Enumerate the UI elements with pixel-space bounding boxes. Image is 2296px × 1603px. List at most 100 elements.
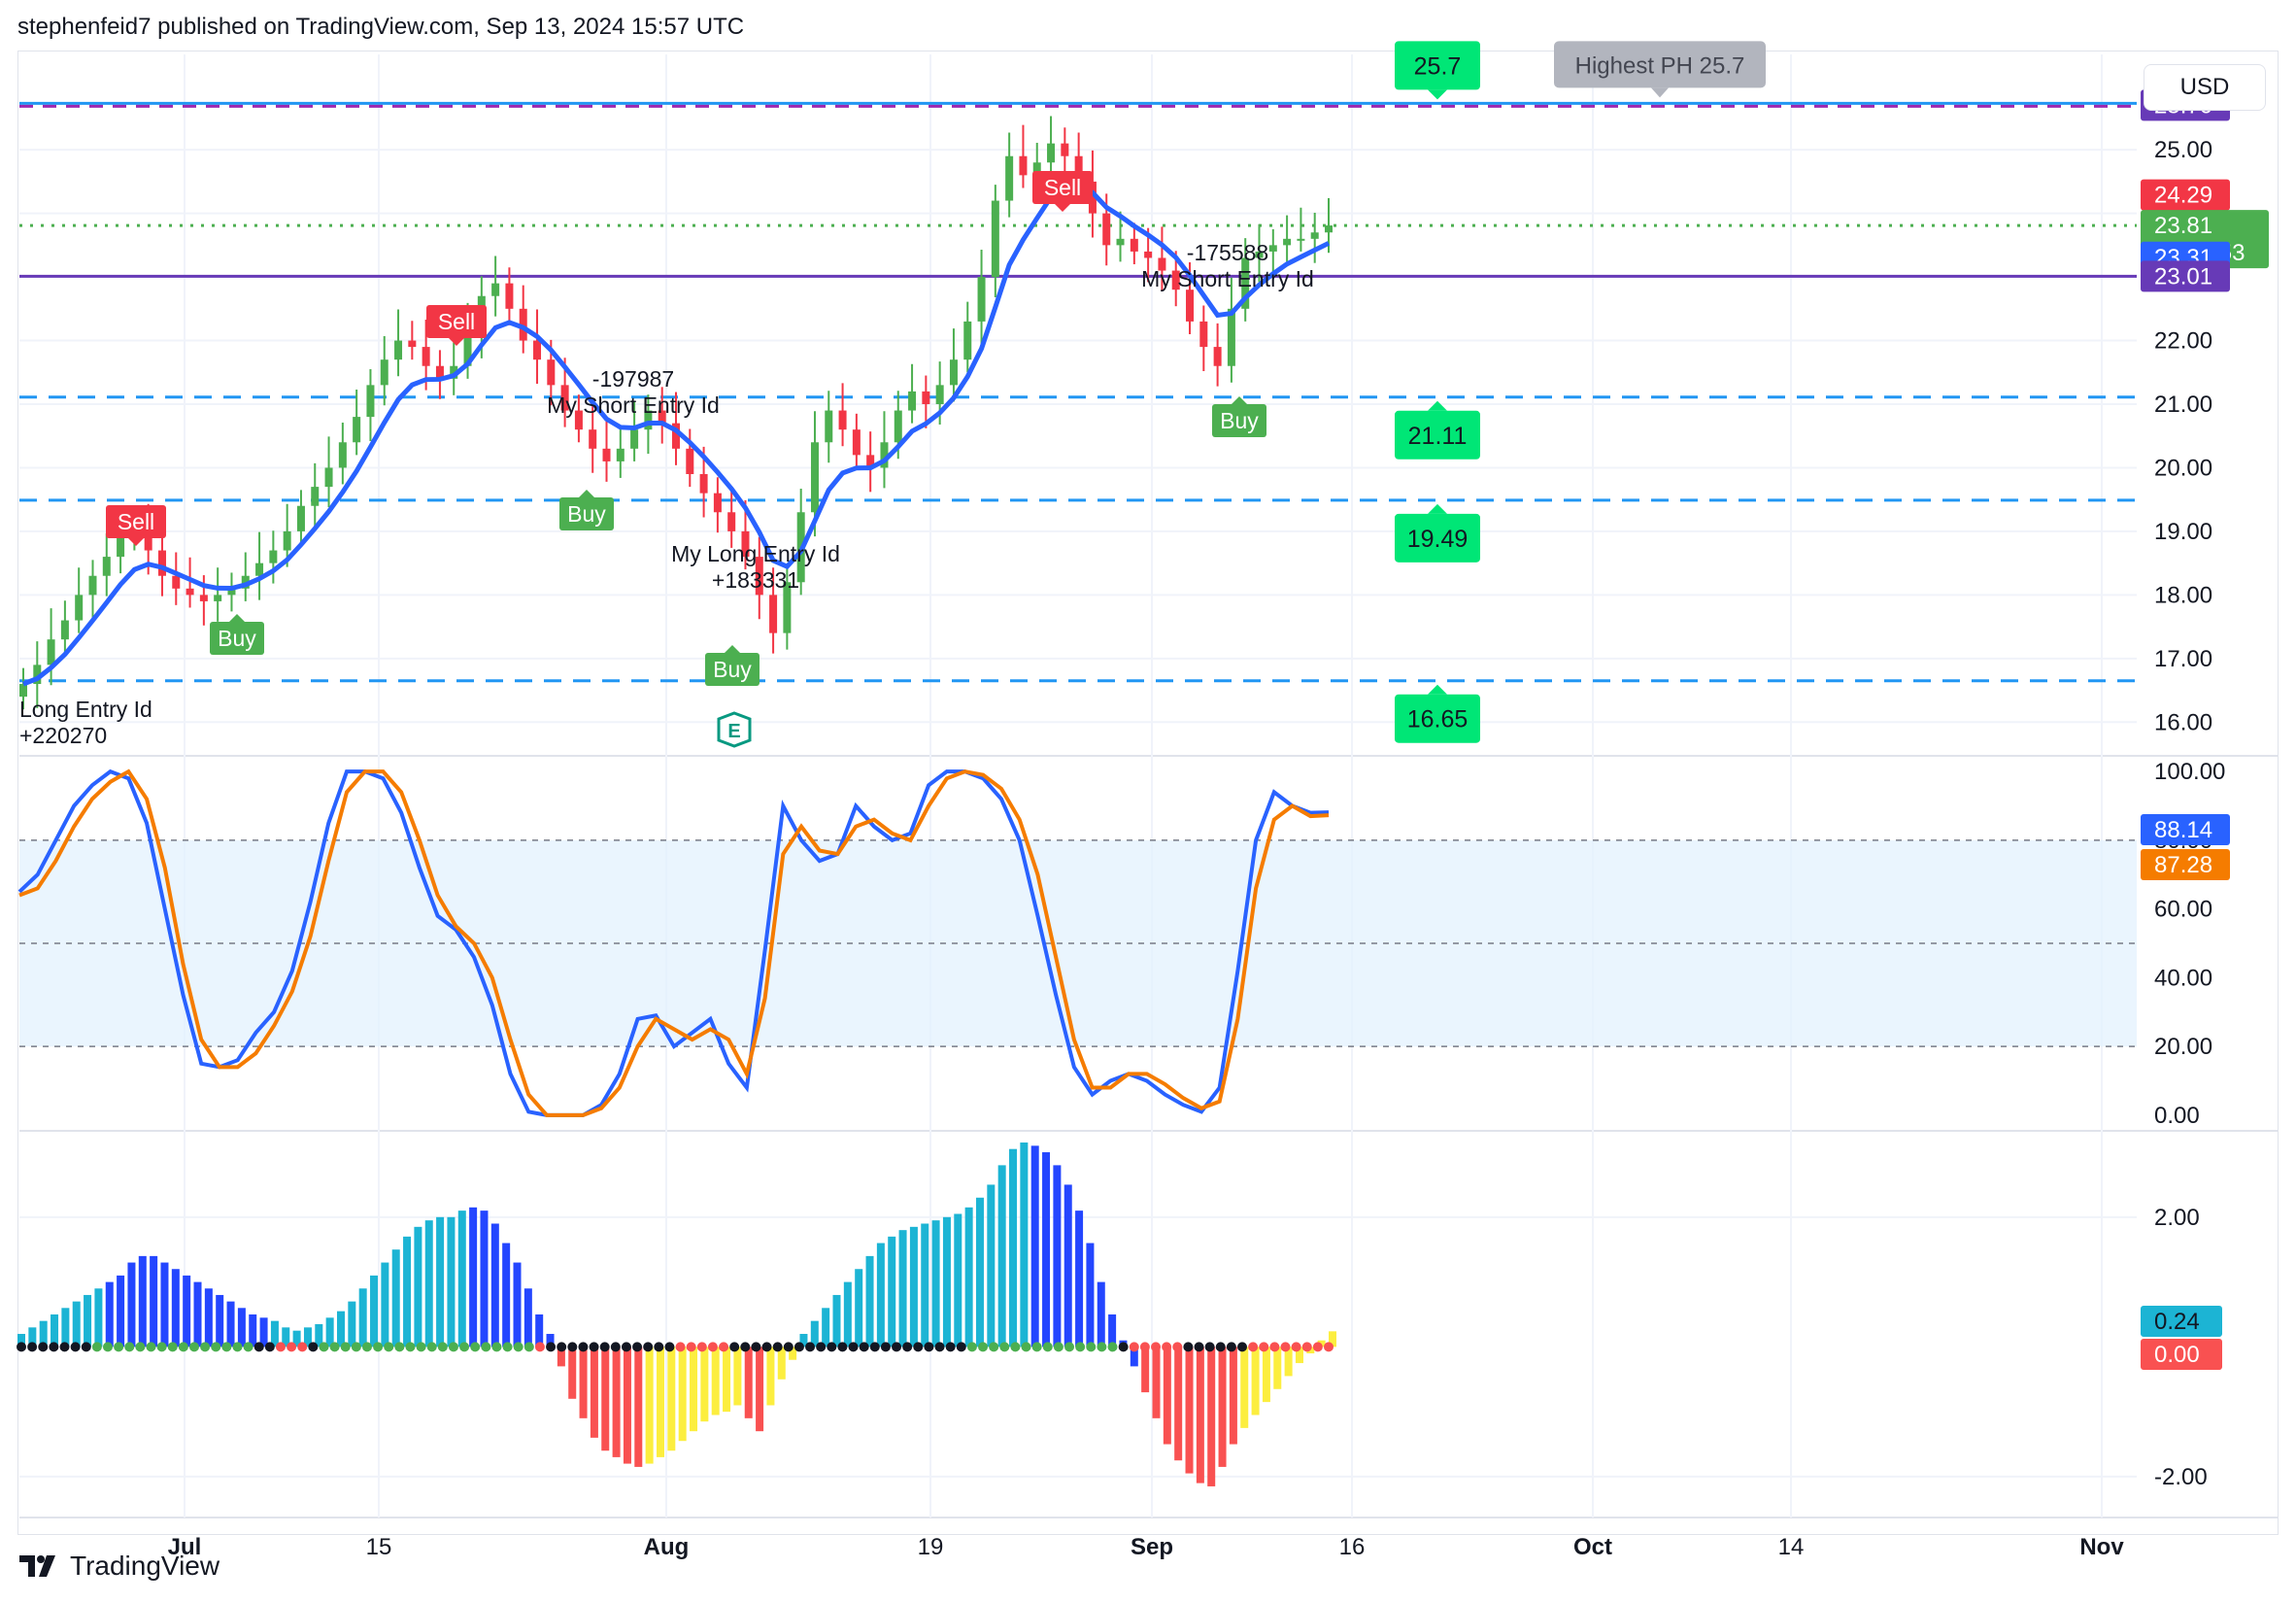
- histogram-bar: [623, 1347, 631, 1464]
- histogram-bar: [733, 1347, 742, 1406]
- histogram-bar: [1053, 1165, 1062, 1347]
- histogram-bar: [1295, 1347, 1303, 1364]
- candle-down: [1158, 257, 1166, 271]
- histogram-bar: [810, 1320, 819, 1347]
- zero-line-dot: [1139, 1342, 1150, 1352]
- trade-label: My Long Entry Id: [671, 541, 840, 566]
- histogram-bar: [160, 1262, 169, 1347]
- zero-line-dot: [1107, 1342, 1118, 1352]
- histogram-bar: [1020, 1143, 1029, 1347]
- candle-down: [1061, 143, 1069, 156]
- y-tick-label: 40.00: [2154, 965, 2212, 991]
- candle-down: [533, 340, 542, 360]
- zero-line-dot: [816, 1342, 827, 1352]
- zero-line-dot: [966, 1342, 977, 1352]
- zero-line-dot: [567, 1342, 578, 1352]
- histogram-bar: [1185, 1347, 1194, 1474]
- histogram-bar: [1108, 1313, 1117, 1347]
- zero-line-dot: [772, 1342, 783, 1352]
- candle-up: [991, 200, 999, 278]
- zero-line-dot: [1194, 1342, 1204, 1352]
- level-badge: [1395, 694, 1480, 743]
- sell-signal-pointer: [449, 338, 464, 346]
- candle-down: [713, 493, 722, 513]
- candle-up: [491, 283, 500, 296]
- candle-down: [852, 429, 861, 456]
- currency-button[interactable]: USD: [2144, 64, 2266, 111]
- zero-line-dot: [340, 1342, 351, 1352]
- zero-line-dot: [1215, 1342, 1226, 1352]
- zero-line-dot: [999, 1342, 1010, 1352]
- price-axis-label: [2141, 179, 2230, 211]
- zero-line-dot: [17, 1342, 26, 1352]
- zero-line-dot: [156, 1342, 167, 1352]
- candle-up: [394, 340, 403, 360]
- x-tick-label: Oct: [1573, 1534, 1612, 1560]
- zero-line-dot: [719, 1342, 729, 1352]
- candle-up: [1255, 251, 1264, 258]
- zero-line-dot: [188, 1342, 199, 1352]
- candle-down: [727, 512, 736, 531]
- candle-up: [255, 563, 264, 576]
- y-tick-label: 22.00: [2154, 328, 2212, 355]
- histogram-bar: [1218, 1347, 1227, 1467]
- buy-signal-label: Buy: [567, 501, 606, 527]
- buy-signal: [705, 653, 760, 686]
- candle-up: [949, 359, 958, 386]
- histogram-bar: [656, 1347, 664, 1457]
- candle-down: [505, 283, 514, 309]
- level-badge-pointer: [1428, 400, 1447, 411]
- histogram-bar: [282, 1327, 290, 1347]
- zero-line-dot: [599, 1342, 610, 1352]
- histogram-bar: [303, 1327, 312, 1347]
- zero-line-dot: [534, 1342, 545, 1352]
- candle-up: [463, 334, 472, 366]
- candle-up: [380, 359, 388, 386]
- zero-line-dot: [805, 1342, 816, 1352]
- histogram-bar: [480, 1211, 489, 1347]
- histogram-bar: [700, 1347, 709, 1422]
- zero-line-dot: [448, 1342, 458, 1352]
- candle-down: [1144, 251, 1153, 258]
- candle-up: [353, 417, 361, 443]
- zero-line-dot: [221, 1342, 232, 1352]
- histogram-bar: [226, 1301, 235, 1347]
- zero-line-dot: [253, 1342, 264, 1352]
- zero-line-dot: [848, 1342, 859, 1352]
- zero-line-dot: [416, 1342, 426, 1352]
- zero-line-dot: [632, 1342, 643, 1352]
- earnings-label: E: [727, 721, 740, 742]
- histogram-bar: [216, 1294, 224, 1347]
- footer-brand[interactable]: TradingView: [17, 1551, 219, 1582]
- y-tick-label: 17.00: [2154, 646, 2212, 672]
- y-tick-label: 60.00: [2154, 897, 2212, 923]
- zero-line-dot: [1151, 1342, 1162, 1352]
- candle-up: [1325, 225, 1333, 233]
- candle-up: [324, 467, 333, 488]
- histogram-bar: [756, 1347, 764, 1432]
- histogram-bar: [987, 1184, 996, 1347]
- histogram-bar: [876, 1243, 885, 1347]
- trade-label: -175588: [1187, 240, 1268, 265]
- histogram-bar: [1086, 1243, 1095, 1347]
- histogram-bar: [391, 1249, 400, 1347]
- histogram-bar: [843, 1281, 852, 1347]
- zero-line-dot: [1075, 1342, 1086, 1352]
- histogram-bar: [193, 1281, 202, 1347]
- histogram-bar: [403, 1236, 412, 1347]
- oscillator-line: [17, 768, 1330, 1117]
- candle-down: [838, 410, 847, 430]
- ema-line: [22, 182, 1331, 687]
- trade-label: -197987: [592, 366, 674, 392]
- candle-up: [1005, 155, 1014, 201]
- zero-line-dot: [945, 1342, 956, 1352]
- zero-line-dot: [621, 1342, 631, 1352]
- zero-line-dot: [1280, 1342, 1291, 1352]
- histogram-bar: [292, 1330, 301, 1347]
- zero-line-dot: [1031, 1342, 1042, 1352]
- zero-line-dot: [1237, 1342, 1248, 1352]
- histogram-bar: [336, 1311, 345, 1347]
- candle-down: [866, 455, 875, 468]
- candle-down: [658, 410, 666, 424]
